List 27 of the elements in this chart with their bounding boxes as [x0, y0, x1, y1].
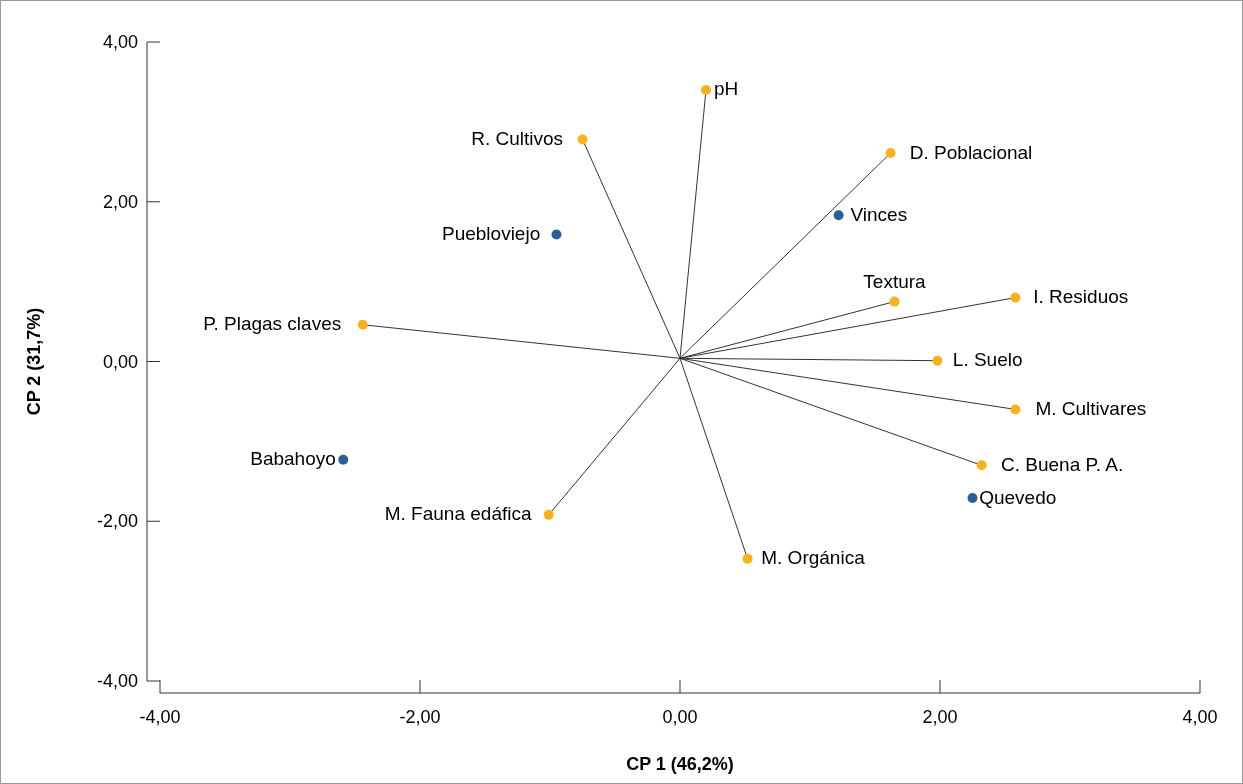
annotation: P. Plagas claves: [203, 313, 342, 335]
y-tick-label: 4,00: [102, 32, 138, 52]
y-tick-label: -2,00: [96, 511, 138, 532]
annotation: R. Cultivos: [471, 127, 564, 149]
annotation: D. Poblacional: [909, 141, 1033, 163]
x-tick-label: 0,00: [662, 707, 698, 727]
annotation: I. Residuos: [1033, 286, 1129, 308]
x-tick-label: -4,00: [139, 707, 181, 727]
annotation: M. Orgánica: [761, 547, 866, 569]
annotation: M. Cultivares: [1035, 397, 1147, 419]
annotation: M. Fauna edáfica: [384, 503, 532, 525]
y-axis-title: CP 2 (31,7%): [24, 307, 44, 416]
x-tick-label: -2,00: [399, 707, 441, 727]
annotation: pH: [713, 78, 739, 100]
x-tick-label: 2,00: [922, 707, 958, 727]
annotation: Textura: [863, 270, 927, 292]
annotation: Babahoyo: [250, 448, 336, 470]
x-tick-label: 4,00: [1182, 707, 1218, 727]
y-tick-label: 2,00: [102, 191, 138, 212]
annotation: Vinces: [850, 203, 908, 225]
annotation: Puebloviejo: [441, 223, 541, 244]
y-tick-label: -4,00: [96, 671, 138, 691]
annotation: Quevedo: [979, 486, 1057, 508]
annotation: L. Suelo: [952, 349, 1023, 371]
annotation: C. Buena P. A.: [1001, 453, 1124, 475]
x-axis-title: CP 1 (46,2%): [626, 754, 734, 774]
y-tick-label: 0,00: [102, 351, 138, 372]
